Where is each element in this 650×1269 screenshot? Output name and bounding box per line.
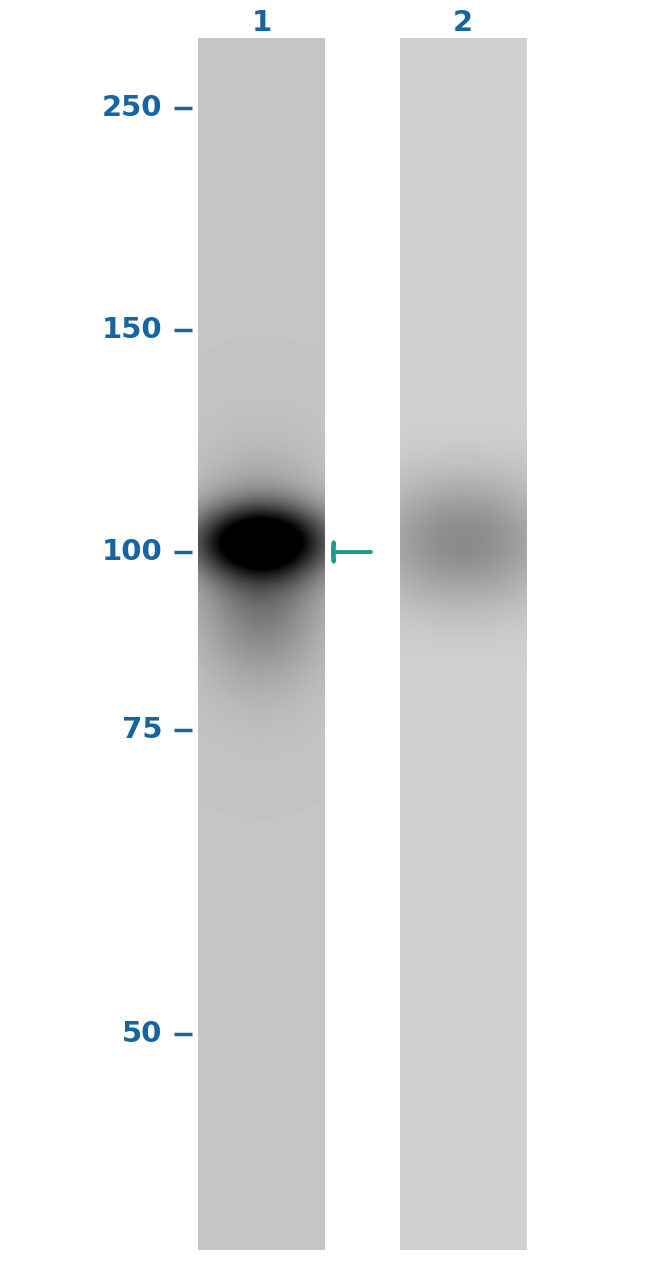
Text: 1: 1 — [252, 9, 272, 37]
Text: 75: 75 — [122, 716, 162, 744]
Text: 2: 2 — [453, 9, 473, 37]
Text: 100: 100 — [102, 538, 162, 566]
Text: 50: 50 — [122, 1020, 162, 1048]
Text: 150: 150 — [102, 316, 162, 344]
Text: 250: 250 — [102, 94, 162, 122]
